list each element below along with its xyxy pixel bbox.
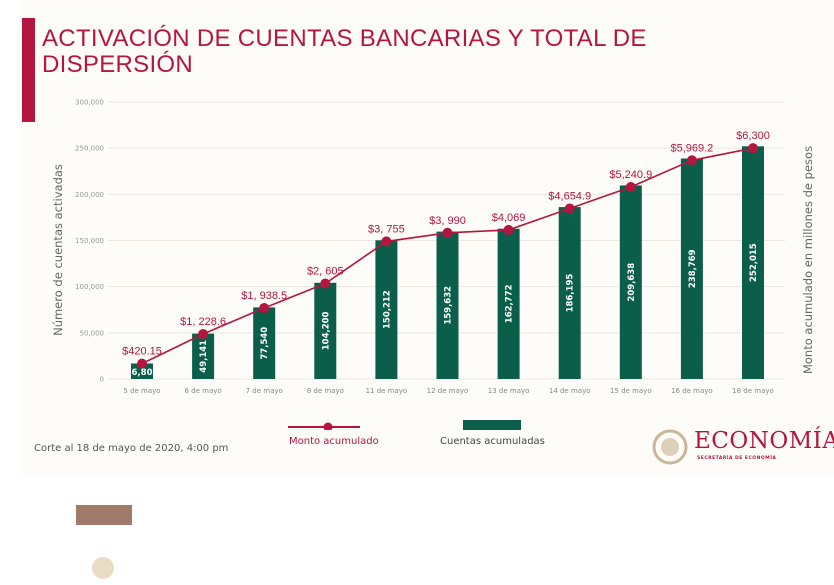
bar-value-label: 77,540 (260, 327, 270, 360)
line-marker (320, 278, 331, 289)
bar-value-label: 16,806 (126, 368, 159, 378)
bar-value-label: 159,632 (444, 286, 454, 325)
line-value-label: $5,969.2 (670, 142, 713, 154)
bar-value-label: 252,015 (749, 243, 759, 282)
bar-value-label: 186,195 (566, 274, 576, 313)
y-tick-label: 300,000 (75, 99, 104, 107)
y2-axis-label: Monto acumulado en millones de pesos (801, 146, 815, 374)
line-value-label: $6,300 (736, 130, 770, 142)
y-tick-label: 0 (100, 376, 104, 384)
line-marker (748, 143, 758, 154)
bar-value-label: 238,769 (688, 249, 698, 288)
line-value-label: $3, 990 (429, 215, 466, 227)
bar-value-label: 162,772 (505, 284, 515, 323)
line-marker (503, 224, 514, 235)
y-tick-label: 100,000 (75, 283, 104, 291)
line-value-label: $2, 605 (307, 266, 344, 278)
x-tick-label: 12 de mayo (427, 387, 469, 395)
bar (375, 240, 398, 379)
bar-value-label: 209,638 (627, 263, 637, 302)
x-tick-label: 16 de mayo (671, 387, 713, 395)
y-tick-label: 200,000 (75, 191, 104, 199)
x-tick-label: 15 de mayo (610, 387, 652, 395)
legend-monto: Monto acumulado (289, 436, 379, 447)
title-accent-bar (22, 18, 35, 122)
x-tick-label: 7 de mayo (246, 387, 283, 395)
cutoff-note: Corte al 18 de mayo de 2020, 4:00 pm (34, 443, 229, 454)
line-value-label: $420.15 (122, 346, 162, 358)
y-tick-label: 150,000 (75, 237, 104, 245)
line-marker (686, 155, 697, 166)
x-tick-label: 11 de mayo (366, 387, 408, 395)
line-value-label: $4,654.9 (548, 190, 591, 202)
line-value-label: $1, 938.5 (241, 290, 287, 302)
line-marker (198, 328, 209, 339)
line-marker (625, 181, 636, 192)
x-tick-label: 18 de mayo (732, 387, 774, 395)
bar (314, 282, 337, 379)
y-tick-label: 250,000 (75, 145, 104, 153)
x-tick-label: 14 de mayo (549, 387, 591, 395)
x-tick-label: 6 de mayo (185, 387, 222, 395)
y-tick-label: 50,000 (80, 329, 105, 337)
bar-value-label: 49,141 (199, 340, 209, 373)
chart: 0 50,000 100,000 150,000 200,000 250,000 300,0… (51, 99, 815, 396)
line-marker (137, 358, 147, 369)
bar-value-label: 104,200 (321, 311, 331, 350)
line-marker (381, 236, 392, 247)
bar (497, 228, 520, 379)
line-value-label: $5,240.9 (609, 169, 652, 181)
page-title: ACTIVACIÓN DE CUENTAS BANCARIAS Y TOTAL … (42, 25, 647, 78)
x-tick-label: 8 de mayo (307, 387, 344, 395)
bar-value-label: 150,212 (382, 290, 392, 329)
x-tick-label: 5 de mayo (123, 387, 160, 395)
bar (680, 158, 703, 379)
bar (192, 333, 215, 379)
bar (131, 363, 153, 379)
line-value-label: $4,069 (492, 212, 526, 224)
line-marker (259, 302, 270, 313)
bar (619, 185, 642, 379)
line-value-label: $3, 755 (368, 223, 405, 235)
y-axis-label: Número de cuentas activadas (51, 164, 65, 336)
bar (742, 146, 764, 379)
line-marker (442, 227, 453, 238)
bar (558, 207, 581, 379)
line-marker (564, 203, 575, 214)
economia-logo: ECONOMÍA (694, 428, 834, 454)
bar (436, 231, 459, 379)
economia-logo-subtitle: SECRETARÍA DE ECONOMÍA (697, 456, 777, 461)
bar (253, 307, 276, 379)
legend-cuentas: Cuentas acumuladas (440, 436, 545, 447)
line-value-label: $1, 228.6 (180, 316, 226, 328)
x-tick-label: 13 de mayo (488, 387, 530, 395)
